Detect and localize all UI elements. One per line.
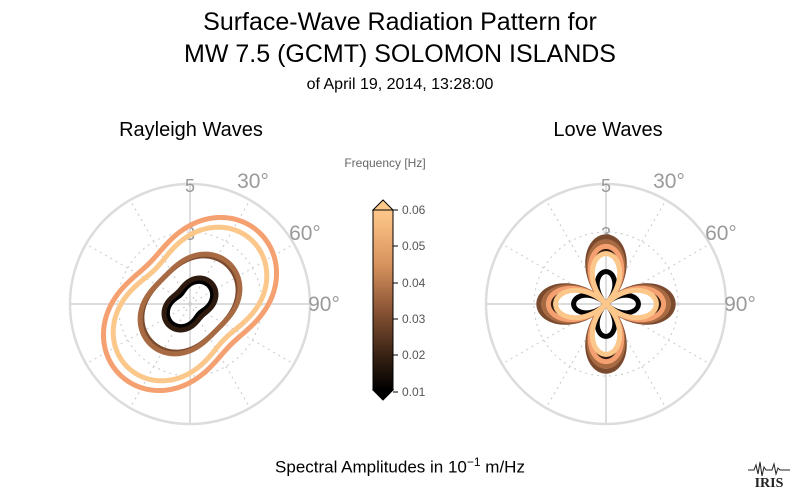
love-series-0_06hz <box>553 251 659 357</box>
rayleigh-angle-tick-label: 60° <box>289 222 321 245</box>
love-angle-tick-label: 30° <box>653 170 685 193</box>
love-plot-title: Love Waves <box>553 119 663 141</box>
iris-logo: IRIS <box>748 461 790 490</box>
amplitude-units-label: Spectral Amplitudes in 10−1 m/Hz <box>0 455 800 478</box>
rayleigh-angle-tick-label: 30° <box>237 170 269 193</box>
colorbar-tick-label: 0.05 <box>402 239 426 253</box>
rayleigh-grid-ray <box>189 243 295 305</box>
footer-prefix: Spectral Amplitudes in <box>275 457 448 477</box>
colorbar-tick-label: 0.02 <box>402 348 426 362</box>
rayleigh-polar-plot: 35 30°60°90° <box>68 170 340 426</box>
colorbar-tick-label: 0.01 <box>402 385 426 399</box>
colorbar-gradient <box>372 209 394 391</box>
figure-title-line1: Surface-Wave Radiation Pattern for <box>203 8 597 36</box>
rayleigh-series-0_01hz <box>164 278 216 330</box>
colorbar-tick-label: 0.04 <box>402 276 426 290</box>
love-grid-circle <box>533 231 679 377</box>
rayleigh-grid-ray <box>85 303 191 365</box>
footer-unit: m/Hz <box>480 457 525 477</box>
rayleigh-grid-ray <box>129 303 191 409</box>
footer-exponent: −1 <box>466 455 481 469</box>
colorbar-tick-label: 0.03 <box>402 312 426 326</box>
love-radial-tick-label: 5 <box>601 176 611 196</box>
love-grid-outer-circle <box>484 182 728 426</box>
rayleigh-grid-ray <box>189 199 251 305</box>
figure-subtitle: of April 19, 2014, 13:28:00 <box>306 76 494 93</box>
rayleigh-grid-circle <box>117 231 263 377</box>
love-radial-tick-label: 3 <box>601 224 611 244</box>
love-polar-plot: 3 5 30° 60° 90° <box>484 170 756 426</box>
rayleigh-series-0_06hz <box>100 214 280 394</box>
rayleigh-series-0_04hz <box>137 251 243 357</box>
svg-text:IRIS: IRIS <box>755 476 784 490</box>
love-angle-tick-label: 90° <box>724 293 756 316</box>
rayleigh-plot-title: Rayleigh Waves <box>119 119 263 141</box>
figure-title-line2: MW 7.5 (GCMT) SOLOMON ISLANDS <box>184 40 616 68</box>
colorbar-tick-label: 0.06 <box>402 203 426 217</box>
rayleigh-radial-tick-label: 5 <box>185 176 195 196</box>
footer-base: 10 <box>447 457 467 477</box>
rayleigh-angle-tick-label: 90° <box>308 293 340 316</box>
colorbar-top-arrow <box>371 199 395 211</box>
colorbar-title: Frequency [Hz] <box>344 156 426 170</box>
love-angle-tick-label: 60° <box>705 222 737 245</box>
rayleigh-series-0_05hz <box>110 224 270 384</box>
rayleigh-grid-outer-circle <box>68 182 312 426</box>
rayleigh-series-0_02hz <box>161 275 219 333</box>
colorbar: 0.06 0.05 0.04 0.03 0.02 0.01 <box>371 199 426 401</box>
colorbar-bottom-arrow <box>371 389 395 401</box>
